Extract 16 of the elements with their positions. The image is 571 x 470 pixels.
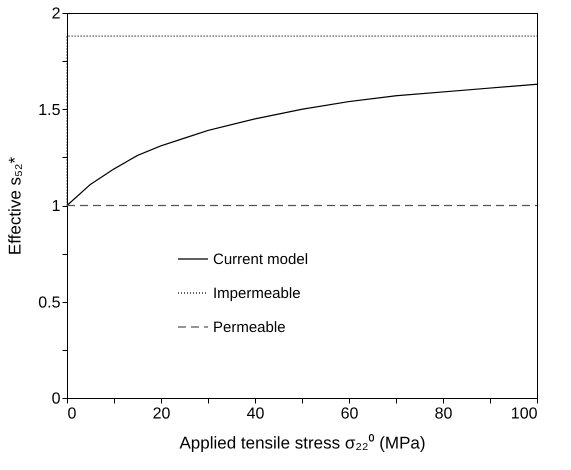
legend-label: Current model	[213, 251, 308, 268]
legend-label: Impermeable	[213, 285, 301, 302]
x-tick-label: 80	[434, 406, 452, 422]
x-tick-label: 20	[152, 406, 170, 422]
x-tick-label: 60	[340, 406, 358, 422]
x-tick-label: 0	[68, 406, 76, 422]
x-tick-label: 100	[510, 406, 538, 422]
x-axis-title: Applied tensile stress σ₂₂⁰ (MPa)	[179, 434, 426, 452]
x-tick-label: 40	[246, 406, 264, 422]
y-tick-label: 0.5	[38, 294, 61, 312]
y-tick-label: 2	[52, 6, 61, 22]
y-tick-label: 0	[52, 390, 61, 408]
legend-label: Permeable	[213, 319, 286, 336]
y-tick-label: 1	[52, 198, 61, 215]
y-tick-label: 1.5	[38, 102, 61, 119]
y-axis-title: Effective s₅₂*	[5, 156, 24, 256]
